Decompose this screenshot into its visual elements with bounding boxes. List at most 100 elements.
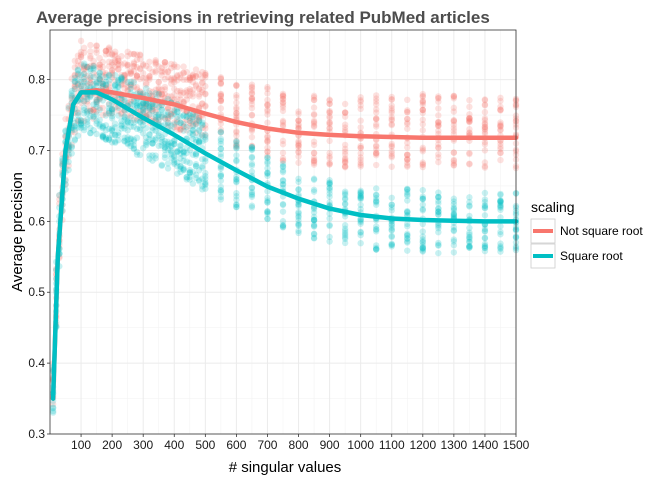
data-point [140, 144, 147, 152]
data-point [87, 129, 94, 137]
data-point [217, 135, 225, 143]
data-point [404, 234, 411, 242]
data-point [108, 51, 116, 58]
data-point [326, 190, 333, 197]
data-point [140, 70, 147, 77]
data-point [189, 111, 197, 118]
data-point [71, 83, 79, 90]
data-point [183, 176, 190, 183]
data-point [388, 221, 395, 229]
y-tick-label: 0.7 [28, 143, 45, 157]
data-point [248, 202, 256, 209]
data-point [74, 52, 82, 59]
data-point [87, 74, 94, 82]
data-point [341, 141, 349, 149]
data-point [466, 244, 473, 251]
data-point [310, 156, 318, 164]
data-point [77, 122, 85, 129]
data-point [202, 90, 209, 97]
data-point [341, 127, 349, 134]
data-point [326, 180, 333, 188]
data-point [146, 58, 153, 66]
data-point [121, 125, 128, 132]
data-point [108, 105, 116, 113]
data-point [450, 149, 458, 156]
data-point [180, 152, 187, 160]
data-point [192, 120, 200, 127]
data-point [68, 90, 75, 97]
data-point [202, 71, 209, 79]
data-point [105, 50, 113, 58]
data-point [161, 83, 169, 91]
data-point [450, 92, 458, 100]
data-point [202, 169, 209, 177]
data-point [466, 194, 473, 201]
data-point [183, 173, 190, 181]
data-point [186, 117, 193, 125]
data-point [130, 62, 138, 70]
data-point [217, 74, 225, 81]
data-point [388, 142, 395, 150]
data-point [167, 147, 175, 154]
data-point [388, 150, 395, 157]
data-point [264, 100, 271, 108]
data-point [149, 152, 156, 159]
data-point [108, 67, 116, 75]
data-point [143, 100, 150, 108]
data-point [388, 204, 395, 211]
data-point [450, 223, 458, 231]
data-point [177, 165, 184, 172]
data-point [295, 220, 302, 227]
data-point [124, 119, 131, 126]
data-point [186, 92, 193, 99]
data-point [357, 239, 364, 247]
data-point [357, 228, 364, 236]
data-point [481, 196, 489, 203]
data-point [158, 138, 166, 146]
data-point [174, 147, 181, 155]
data-point [158, 162, 166, 169]
data-point [388, 121, 395, 129]
data-point [102, 81, 110, 88]
data-point [450, 121, 458, 129]
data-point [279, 92, 287, 99]
data-point [199, 132, 206, 139]
data-point [481, 198, 489, 206]
data-point [90, 62, 97, 70]
data-point [310, 141, 318, 149]
data-point [96, 61, 103, 68]
data-point [217, 75, 225, 82]
data-point [96, 96, 103, 103]
data-point [171, 140, 178, 148]
data-point [149, 92, 156, 99]
data-point [136, 88, 144, 95]
data-point [180, 166, 187, 174]
data-point [146, 74, 153, 82]
data-point [102, 70, 110, 77]
data-point [248, 143, 256, 150]
data-point [68, 94, 75, 101]
data-point [77, 118, 85, 125]
data-point [264, 119, 271, 126]
data-point [115, 137, 122, 144]
data-point [435, 211, 442, 218]
data-point [195, 139, 203, 146]
data-point [189, 180, 197, 187]
data-point [174, 163, 181, 170]
data-point [404, 223, 411, 230]
data-point [80, 65, 88, 73]
data-point [152, 135, 159, 142]
data-point [90, 106, 97, 114]
data-point [279, 163, 287, 170]
data-point [326, 184, 333, 191]
data-point [233, 157, 240, 164]
data-point [310, 217, 318, 224]
data-point [87, 93, 94, 101]
data-point [481, 235, 489, 242]
data-point [189, 118, 197, 125]
data-point [124, 99, 131, 106]
data-point [143, 102, 150, 109]
data-point [264, 215, 271, 222]
data-point [118, 75, 125, 82]
data-point [264, 90, 271, 97]
